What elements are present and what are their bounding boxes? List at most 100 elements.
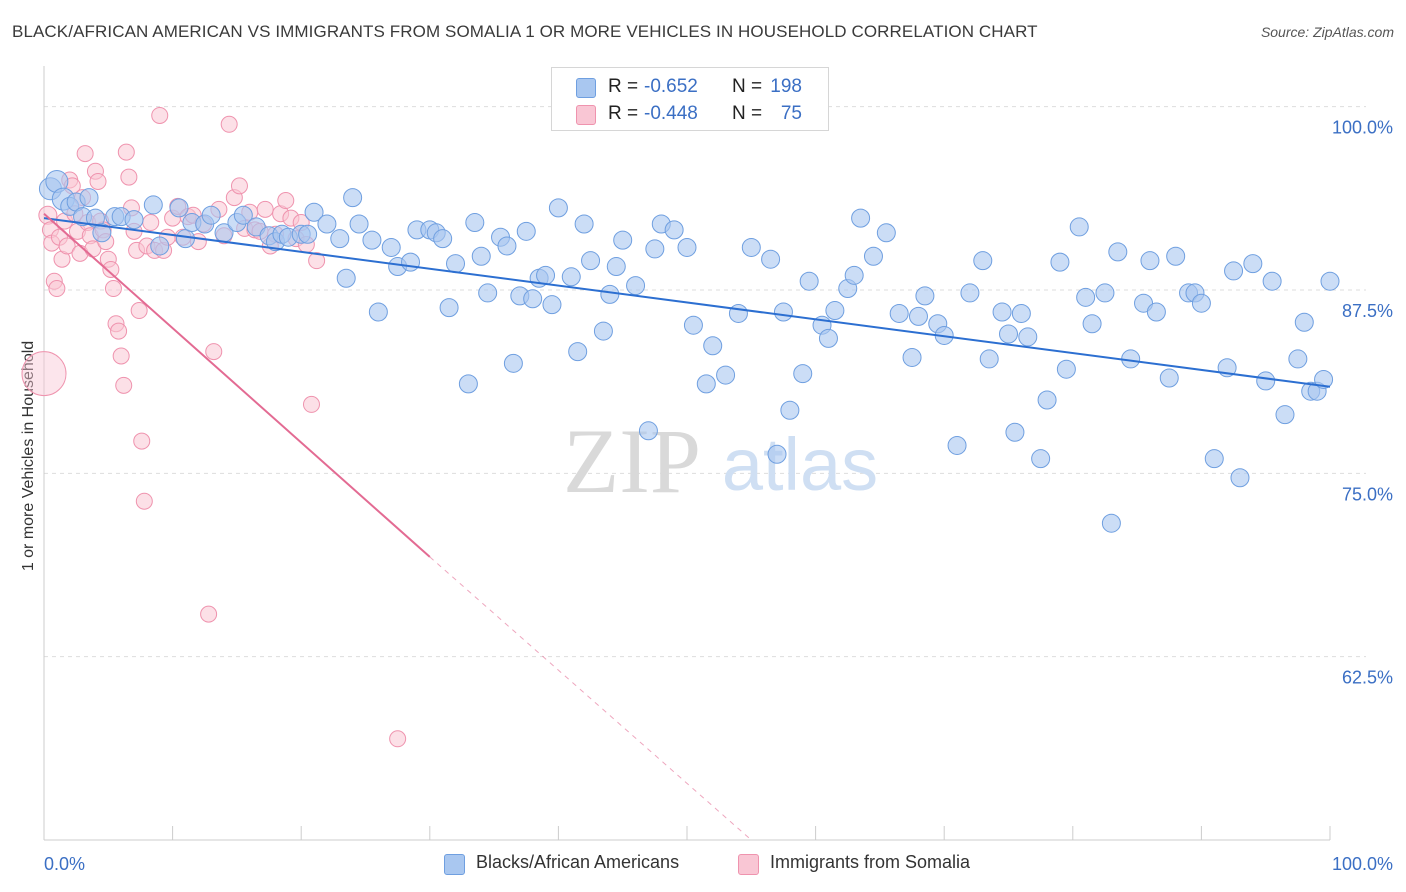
series-label-black: Blacks/African Americans [476,852,680,872]
black-point [767,444,787,464]
somalia-point [230,177,248,195]
black-point [446,254,466,274]
black-point [761,249,781,269]
black-point [362,230,382,250]
black-point [703,336,723,356]
black-point [728,303,748,323]
black-point [863,246,883,266]
black-point [1050,252,1070,272]
black-point [1011,303,1031,323]
black-point [169,198,189,218]
black-point [542,295,562,315]
black-point [336,268,356,288]
black-point [1005,422,1025,442]
somalia-point [389,730,407,748]
black-point [1031,449,1051,469]
black-point [645,239,665,259]
legend-row-somalia: R = -0.448 N = 75 [552,102,828,130]
black-point [999,324,1018,344]
series-label-somalia: Immigrants from Somalia [770,852,971,872]
black-point [908,306,928,326]
black-point [1230,468,1250,488]
black-point [401,252,421,272]
black-point [1243,254,1263,274]
black-point [889,303,909,323]
n-label: N = [732,103,763,124]
black-point [1056,359,1076,379]
black-point [124,210,144,230]
n-value: 75 [780,103,802,124]
black-point [298,224,318,244]
black-point [1166,246,1186,266]
black-point [201,205,221,225]
somalia-point [120,168,138,186]
zipatlas-watermark: ZIP atlas [563,410,878,512]
somalia-point [21,351,67,397]
black-point [741,237,761,257]
watermark-atlas: atlas [722,423,878,506]
n-value: 198 [770,76,802,97]
black-point [568,342,588,362]
black-point [175,229,195,249]
black-point [381,237,401,257]
somalia-point [135,492,153,510]
black-point [497,236,517,256]
black-point [979,349,999,369]
x-tick-label: 0.0% [44,854,85,874]
r-label: R = [608,103,639,124]
black-point [330,229,350,249]
black-point [458,374,478,394]
black-point [825,301,845,321]
black-point [1101,513,1121,533]
black-point [696,374,716,394]
black-point [793,364,813,384]
black-point [343,188,363,208]
black-point [1294,312,1314,332]
black-point [1224,261,1244,281]
black-point [465,213,485,233]
somalia-point [142,214,160,232]
correlation-legend: R = -0.652 N = 198 R = -0.448 N = 75 [551,67,829,131]
black-point [574,214,594,234]
somalia-point [110,322,128,340]
black-point [368,302,388,322]
black-point [902,347,922,367]
black-point [79,188,99,208]
somalia-trend-extension [429,556,752,841]
black-point [851,208,871,228]
black-trend-line [43,217,1331,388]
black-point [799,271,819,291]
black-point [1140,251,1160,271]
black-point [1256,371,1276,391]
black-points [38,169,1340,533]
black-point [683,315,703,335]
black-point [561,267,581,287]
series-swatch-pink [738,854,759,875]
somalia-point [58,237,76,255]
black-point [1146,302,1166,322]
y-tick-label: 87.5% [1342,301,1393,321]
black-point [773,302,793,322]
somalia-point [277,192,295,210]
x-tick-labels: 0.0% 100.0% [44,854,1393,874]
black-point [1191,293,1211,313]
somalia-point [48,280,66,298]
black-point [1314,369,1334,389]
black-point [947,435,967,455]
black-point [1204,449,1224,469]
r-label: R = [608,76,639,97]
black-point [548,198,568,218]
somalia-point [76,145,94,163]
somalia-point [104,280,122,298]
black-point [844,265,864,285]
somalia-point [308,252,326,270]
black-point [626,276,646,296]
black-point [992,302,1012,322]
somalia-point [200,605,218,623]
black-point [1159,368,1179,388]
black-point [600,284,620,304]
somalia-point [117,143,135,161]
black-point [606,257,626,277]
black-point [1076,287,1096,307]
black-point [503,353,523,373]
